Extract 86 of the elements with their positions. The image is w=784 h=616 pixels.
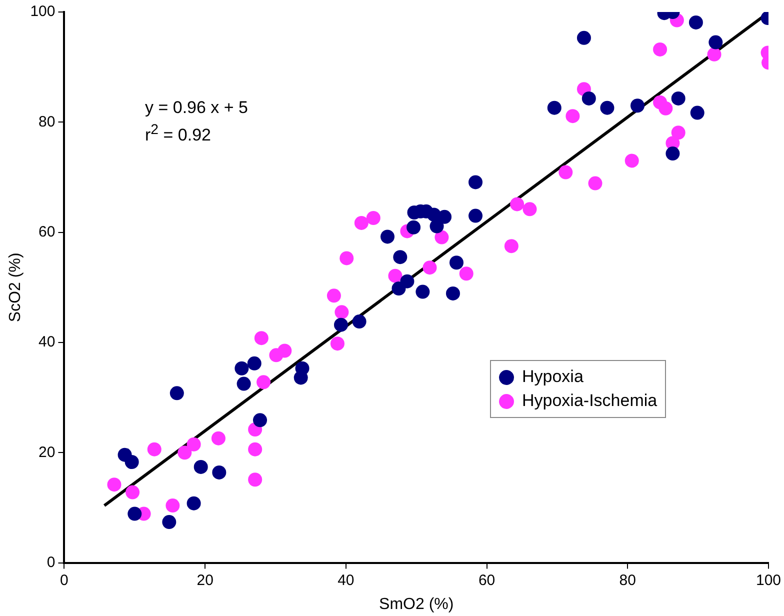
point <box>247 356 262 370</box>
point <box>388 268 402 283</box>
point <box>708 35 723 50</box>
point <box>186 496 201 510</box>
point <box>248 472 262 487</box>
point <box>416 284 430 299</box>
point <box>588 176 602 190</box>
point <box>126 485 140 500</box>
x-tick-label: 100 <box>756 572 781 589</box>
x-tick-label: 0 <box>60 572 68 589</box>
point <box>254 331 268 346</box>
point <box>330 336 344 351</box>
point <box>147 442 162 456</box>
x-tick-label: 20 <box>196 572 214 589</box>
point <box>576 30 591 45</box>
point <box>446 286 460 300</box>
point <box>354 216 368 230</box>
point <box>334 305 349 320</box>
x-tick-label: 40 <box>338 572 354 589</box>
point <box>186 437 201 452</box>
point <box>630 98 644 113</box>
point <box>256 375 271 390</box>
point <box>162 515 176 530</box>
point <box>178 446 192 460</box>
point <box>380 230 394 244</box>
point <box>166 498 180 513</box>
point <box>430 219 444 234</box>
point <box>248 442 262 456</box>
point <box>522 202 537 216</box>
point <box>671 91 686 106</box>
point <box>671 126 686 140</box>
x-axis-title: SmO2 (%) <box>379 596 454 613</box>
point <box>450 256 464 270</box>
point <box>340 251 354 266</box>
y-tick-label: 20 <box>38 444 56 461</box>
point <box>107 478 122 492</box>
point <box>468 175 483 190</box>
point <box>688 15 703 30</box>
y-tick-label: 0 <box>46 554 56 571</box>
point <box>236 376 251 391</box>
point <box>352 314 366 329</box>
point <box>393 250 408 264</box>
point <box>278 344 292 358</box>
point <box>558 165 573 180</box>
point <box>459 266 474 281</box>
point <box>504 239 518 254</box>
x-tick-label: 80 <box>619 572 636 589</box>
point <box>438 210 452 224</box>
point <box>624 154 639 168</box>
point <box>253 413 268 428</box>
point <box>547 100 562 115</box>
point <box>406 220 421 234</box>
annotation: y = 0.96 x + 5 <box>145 98 248 118</box>
point <box>690 106 704 120</box>
point <box>400 274 414 288</box>
point <box>194 460 208 474</box>
point <box>582 91 596 106</box>
point <box>653 42 668 56</box>
y-tick-label: 80 <box>38 113 56 130</box>
point <box>212 465 226 480</box>
y-tick-label: 40 <box>38 334 56 351</box>
point <box>366 211 380 225</box>
legend-label: Hypoxia-Ischemia <box>522 390 658 412</box>
point <box>468 208 483 223</box>
point <box>234 361 249 376</box>
point <box>294 370 308 385</box>
point <box>326 288 341 303</box>
point <box>510 197 524 212</box>
y-tick-label: 60 <box>38 223 56 240</box>
annotation: r$^{2}$ = 0.92 <box>145 122 212 146</box>
point <box>600 100 614 115</box>
point <box>422 260 437 275</box>
point <box>334 318 348 332</box>
point <box>170 386 184 400</box>
point <box>566 109 580 124</box>
point <box>128 506 142 521</box>
point <box>211 431 226 446</box>
point <box>666 146 680 161</box>
x-tick-label: 60 <box>478 572 496 589</box>
point <box>658 101 673 116</box>
legend-label: Hypoxia <box>522 366 584 388</box>
point <box>707 47 722 62</box>
point <box>124 455 139 470</box>
y-axis-title: ScO2 (%) <box>7 252 24 322</box>
y-tick-label: 100 <box>30 3 56 20</box>
point <box>434 230 449 244</box>
